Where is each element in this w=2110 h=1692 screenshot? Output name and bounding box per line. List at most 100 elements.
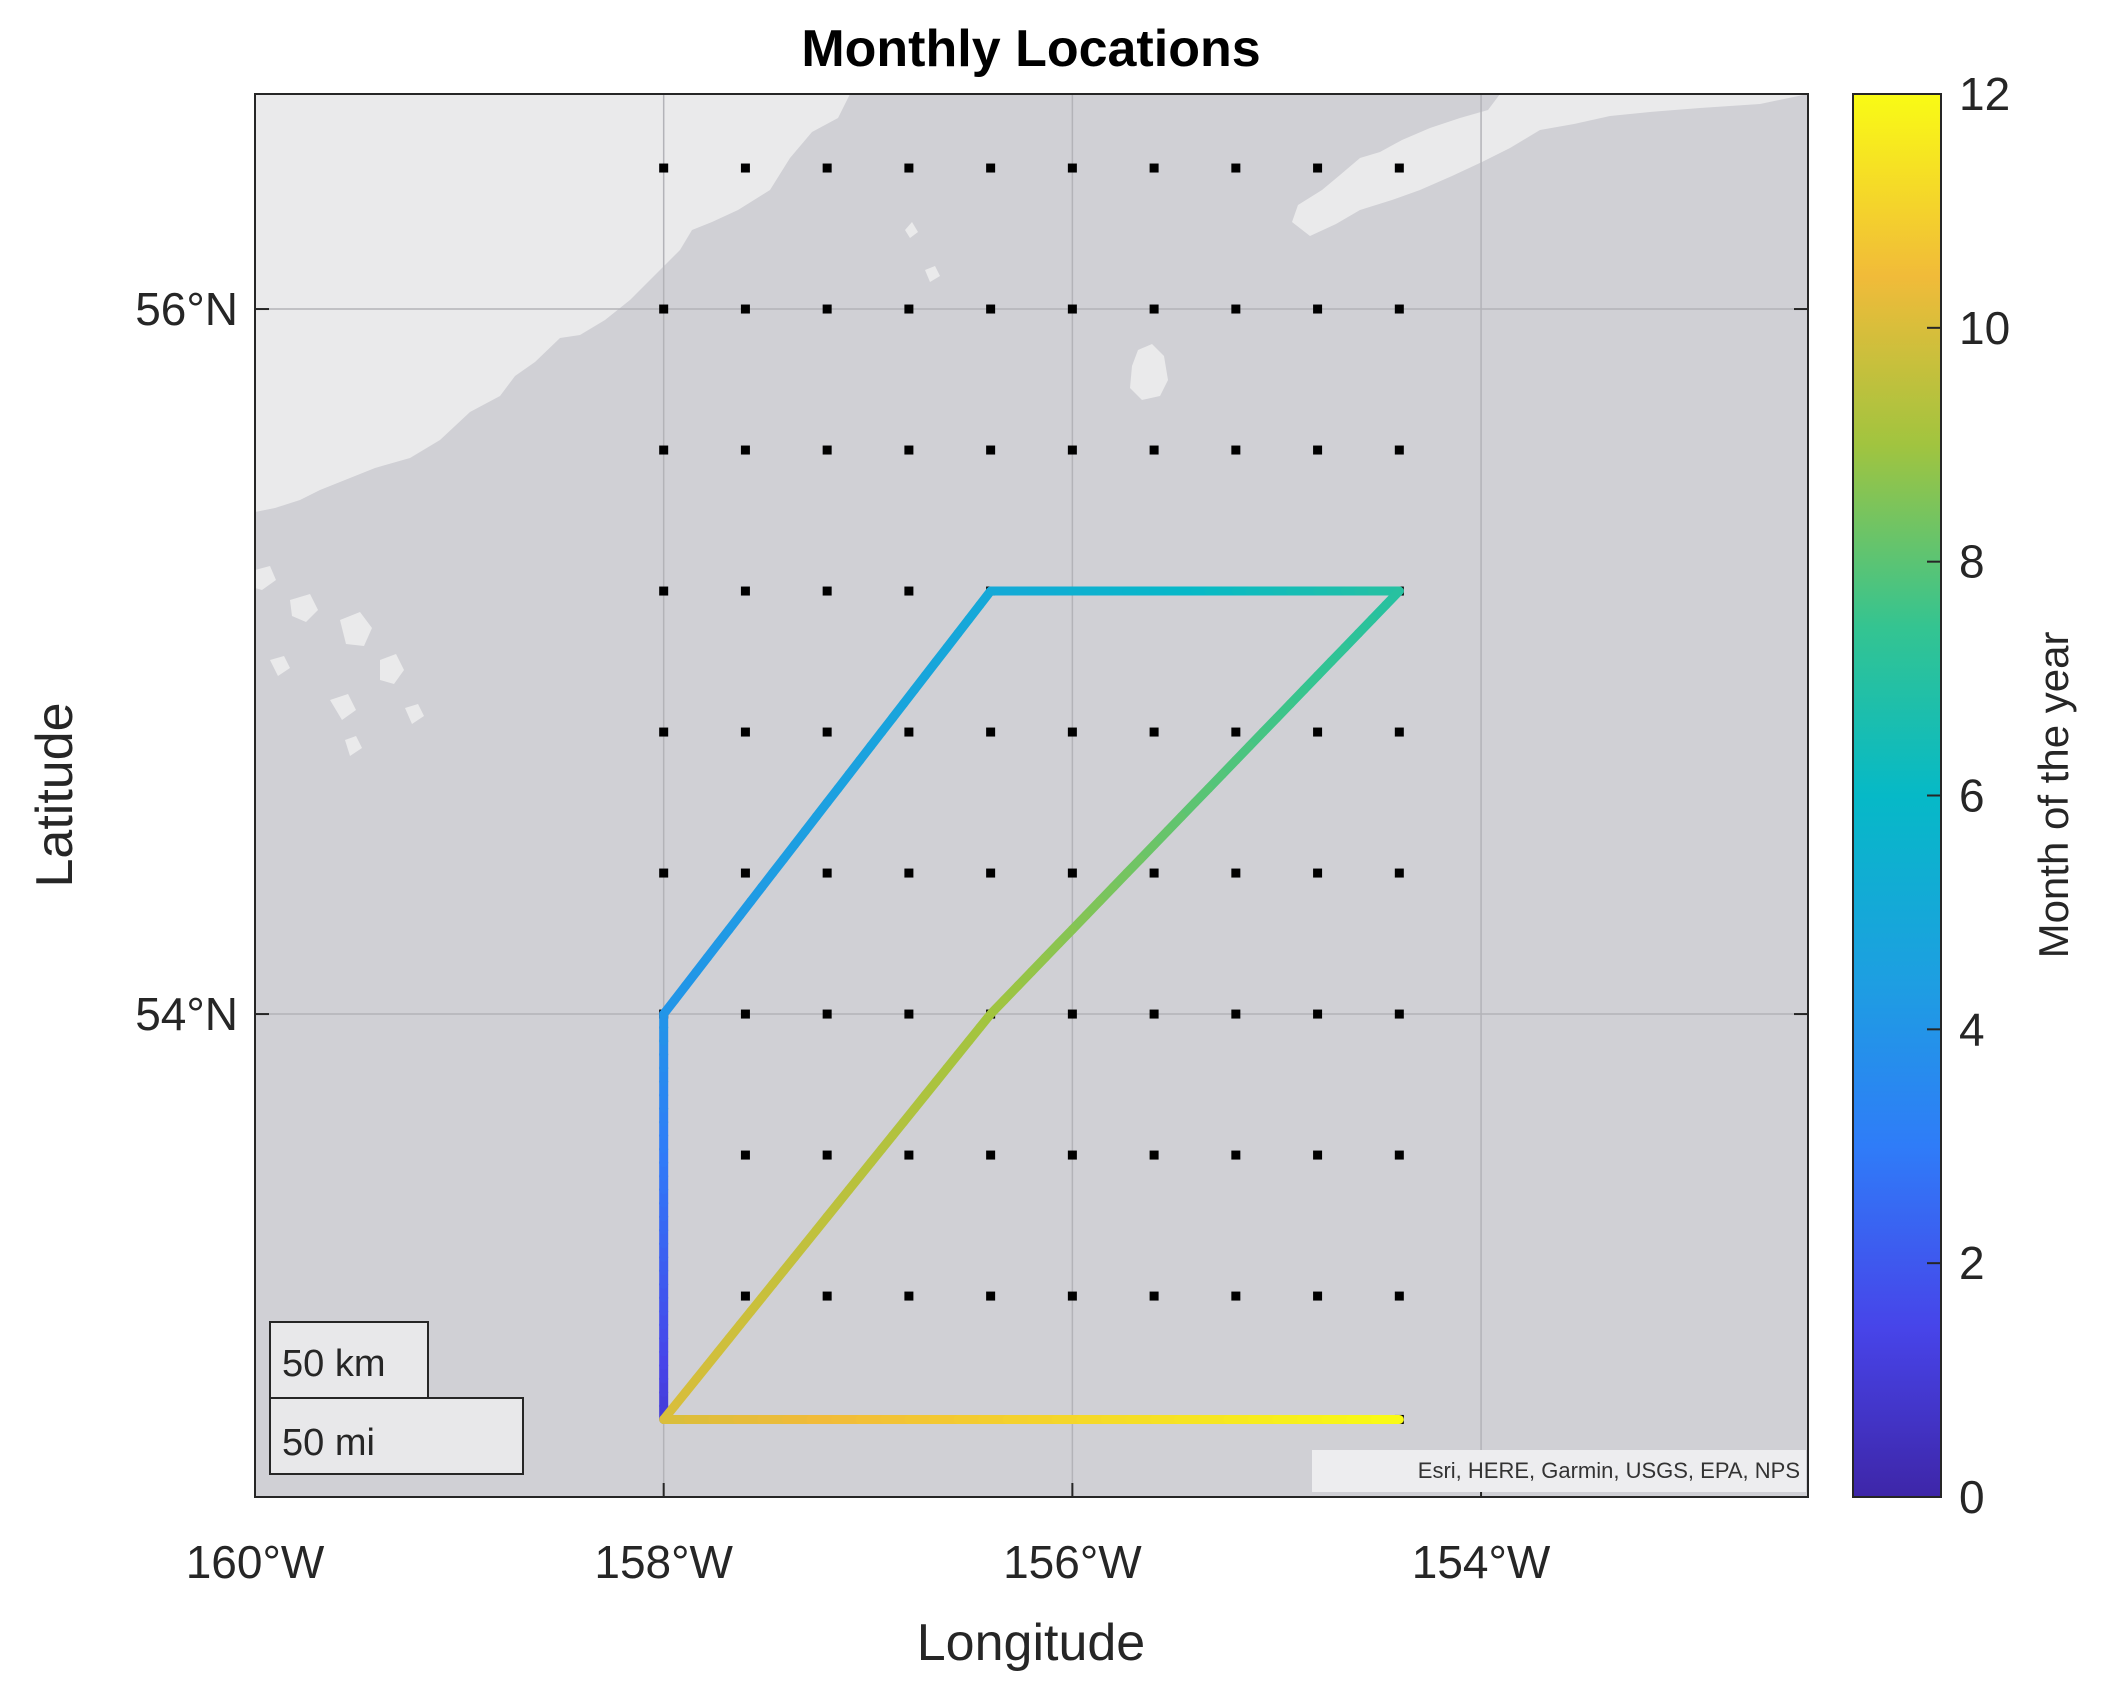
- grid-point: [1149, 727, 1159, 737]
- grid-point: [986, 445, 996, 455]
- y-axis-label: Latitude: [26, 702, 84, 887]
- grid-point: [740, 586, 750, 596]
- grid-point: [904, 586, 914, 596]
- land-semidi-islands-2: [905, 222, 918, 238]
- grid-point: [740, 727, 750, 737]
- grid-point: [1231, 727, 1241, 737]
- grid-point: [740, 1150, 750, 1160]
- grid-point: [986, 1291, 996, 1301]
- land-shumagin-island-3: [380, 654, 404, 684]
- grid-point: [1394, 304, 1404, 314]
- attribution-box: [1312, 1450, 1806, 1492]
- grid-point: [822, 1150, 832, 1160]
- grid-point: [1394, 445, 1404, 455]
- grid-point: [1394, 868, 1404, 878]
- grid-point: [1067, 1009, 1077, 1019]
- grid-point: [1394, 163, 1404, 173]
- land-shumagin-island-6: [255, 566, 276, 590]
- x-tick-label: 154°W: [1412, 1536, 1551, 1588]
- grid-point: [904, 727, 914, 737]
- attribution-text: Esri, HERE, Garmin, USGS, EPA, NPS: [1418, 1458, 1800, 1483]
- grid-point: [1149, 1009, 1159, 1019]
- grid-point: [822, 1009, 832, 1019]
- grid-point: [1149, 304, 1159, 314]
- colorbar-tick-label: 10: [1959, 302, 2010, 354]
- colorbar-tick-label: 4: [1959, 1003, 1985, 1055]
- grid-point: [904, 868, 914, 878]
- grid-point: [659, 868, 669, 878]
- grid-point: [740, 868, 750, 878]
- grid-point: [1067, 1291, 1077, 1301]
- grid-point: [986, 1150, 996, 1160]
- x-tick-label: 158°W: [594, 1536, 733, 1588]
- grid-point: [1149, 445, 1159, 455]
- grid-point: [822, 304, 832, 314]
- grid-point: [822, 586, 832, 596]
- x-tick-labels: 160°W 158°W 156°W 154°W: [186, 1536, 1551, 1588]
- grid-point: [659, 304, 669, 314]
- grid-point: [822, 163, 832, 173]
- land-semidi-islands-1: [925, 266, 940, 282]
- basemap-land: [255, 94, 1808, 756]
- grid-point: [986, 868, 996, 878]
- chart-title: Monthly Locations: [801, 20, 1260, 78]
- x-axis-label: Longitude: [917, 1614, 1145, 1672]
- grid-point: [1313, 727, 1323, 737]
- colorbar-label: Month of the year: [2030, 632, 2077, 959]
- scale-bar-km-label: 50 km: [282, 1343, 385, 1385]
- land-shumagin-island-1: [290, 594, 318, 622]
- colorbar-tick-label: 6: [1959, 770, 1985, 822]
- scale-bar-mi: [269, 1397, 524, 1475]
- grid-point: [1231, 1291, 1241, 1301]
- grid-point: [1067, 1150, 1077, 1160]
- grid-point: [1231, 445, 1241, 455]
- grid-point: [1313, 1291, 1323, 1301]
- grid-point: [740, 445, 750, 455]
- grid-point: [1231, 868, 1241, 878]
- grid-point: [659, 727, 669, 737]
- colorbar-ticks: 0 2 4 6 8 10 12: [1927, 68, 2010, 1523]
- grid-point: [986, 163, 996, 173]
- grid-point: [1313, 868, 1323, 878]
- grid-point: [904, 1150, 914, 1160]
- land-shumagin-island-5: [330, 694, 356, 720]
- grid-point: [822, 445, 832, 455]
- grid-point: [1313, 1009, 1323, 1019]
- grid-point: [822, 1291, 832, 1301]
- grid-point: [1149, 163, 1159, 173]
- land-shumagin-island-2: [340, 612, 372, 646]
- land-chirikof-island: [1130, 344, 1168, 400]
- grid-point: [740, 163, 750, 173]
- grid-point: [740, 304, 750, 314]
- monthly-track: [659, 586, 1404, 1424]
- grid-point: [659, 163, 669, 173]
- grid-point: [1067, 868, 1077, 878]
- axes-frame: [254, 93, 1809, 1498]
- grid-point: [1394, 1150, 1404, 1160]
- colorbar-tick-label: 2: [1959, 1237, 1985, 1289]
- map-axes: 50 km 50 mi Esri, HERE, Garmin, USGS, EP…: [254, 93, 1809, 1498]
- grid-point: [904, 304, 914, 314]
- land-shumagin-island-8: [345, 736, 362, 756]
- y-tick-label: 54°N: [135, 988, 238, 1040]
- y-tick-label: 56°N: [135, 283, 238, 335]
- grid-point: [822, 868, 832, 878]
- grid-point: [1231, 163, 1241, 173]
- grid-point: [904, 1009, 914, 1019]
- grid-point: [1231, 304, 1241, 314]
- grid-point: [1067, 304, 1077, 314]
- grid-point: [1394, 1291, 1404, 1301]
- grid-point: [904, 1291, 914, 1301]
- grid-point: [1313, 163, 1323, 173]
- colorbar: 0 2 4 6 8 10 12 Month of the year: [1852, 68, 2077, 1523]
- grid-point: [1313, 445, 1323, 455]
- colorbar-tick-label: 0: [1959, 1471, 1985, 1523]
- colorbar-tick-label: 12: [1959, 68, 2010, 120]
- scale-bar-mi-label: 50 mi: [282, 1422, 375, 1464]
- grid-point: [986, 727, 996, 737]
- scale-bar-km: [269, 1321, 429, 1399]
- scale-bar: 50 km 50 mi: [269, 1321, 524, 1475]
- grid-point: [822, 727, 832, 737]
- grid-point: [1149, 868, 1159, 878]
